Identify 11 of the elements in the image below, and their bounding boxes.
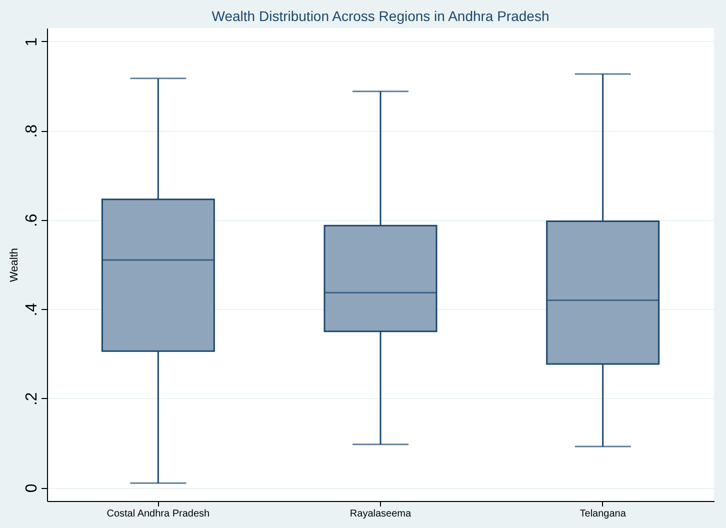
y-tick-label: 0 — [24, 484, 40, 493]
y-tick-label: .8 — [24, 124, 40, 138]
x-tick-label: Costal Andhra Pradesh — [106, 508, 210, 520]
y-tick-label: .6 — [24, 214, 40, 228]
y-tick-label: 1 — [24, 37, 40, 46]
x-tick-label: Rayalaseema — [350, 508, 412, 520]
x-tick-label: Telangana — [580, 508, 626, 520]
y-axis-title: Wealth — [8, 248, 20, 282]
y-tick-label: .4 — [24, 302, 40, 316]
y-tick-label: .2 — [24, 392, 40, 406]
chart-title: Wealth Distribution Across Regions in Andhra Pradesh — [212, 8, 550, 24]
